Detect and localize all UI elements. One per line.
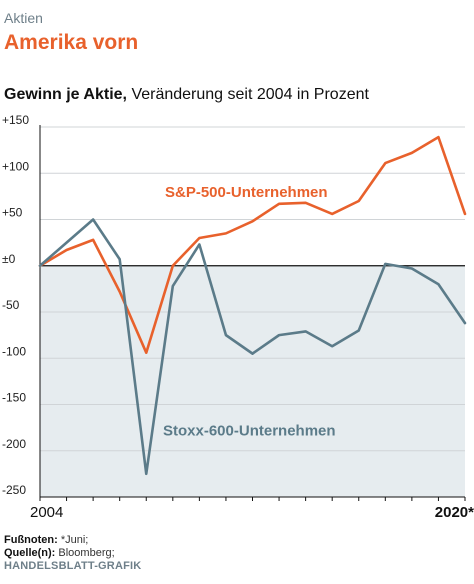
headline: Amerika vorn (4, 31, 139, 54)
x-tick-label: 2020* (435, 504, 474, 521)
y-tick-label: +150 (2, 113, 29, 127)
y-tick-label: -200 (2, 437, 26, 451)
brand-credit: HANDELSBLATT-GRAFIK (4, 560, 142, 572)
y-tick-label: -50 (2, 298, 20, 312)
footnotes-text: *Juni; (57, 534, 89, 546)
series-label: Stoxx-600-Unternehmen (163, 422, 336, 439)
subtitle: Gewinn je Aktie, Veränderung seit 2004 i… (4, 86, 369, 104)
y-tick-label: +50 (2, 206, 23, 220)
subtitle-rest: Veränderung seit 2004 in Prozent (127, 86, 369, 103)
negative-area (40, 265, 465, 497)
y-tick-label: -150 (2, 391, 26, 405)
line-chart: +150 +100 +50 ±0 -50 -100 -150 -200 -250 2004 2020… (2, 113, 474, 521)
series-label: S&P-500-Unternehmen (165, 184, 328, 201)
y-tick-label: -100 (2, 344, 26, 358)
footer: Fußnoten: *Juni; Quelle(n): Bloomberg; H… (4, 534, 141, 573)
kicker: Aktien (4, 10, 43, 26)
y-tick-label: ±0 (2, 252, 16, 266)
footnotes-label: Fußnoten: (4, 534, 58, 546)
series-line-sp500 (38, 135, 467, 354)
source-line: Quelle(n): Bloomberg; (4, 547, 141, 560)
footnote-line: Fußnoten: *Juni; (4, 534, 141, 547)
x-tick-label: 2004 (30, 504, 63, 521)
source-label: Quelle(n): (4, 547, 56, 559)
source-text: Bloomberg; (55, 547, 115, 559)
y-tick-label: +100 (2, 159, 29, 173)
series-line-stoxx600 (38, 218, 467, 476)
subtitle-bold: Gewinn je Aktie, (4, 86, 127, 103)
y-tick-label: -250 (2, 483, 26, 497)
